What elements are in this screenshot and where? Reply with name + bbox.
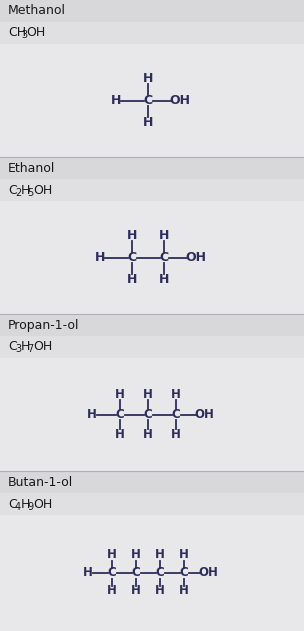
Text: 4: 4 (15, 502, 21, 512)
Bar (0, 471, 304, 631)
Text: H: H (107, 584, 117, 598)
Text: H: H (159, 273, 169, 286)
Text: H: H (179, 548, 189, 562)
Text: H: H (131, 584, 141, 598)
Bar (0, 22, 304, 44)
Text: H: H (143, 116, 153, 129)
Text: 7: 7 (27, 345, 34, 355)
Text: H: H (171, 388, 181, 401)
Text: C: C (8, 497, 17, 510)
Text: OH: OH (170, 94, 191, 107)
Text: C: C (159, 251, 168, 264)
Text: H: H (171, 428, 181, 441)
Bar (0, 336, 304, 358)
Text: OH: OH (194, 408, 214, 421)
Text: C: C (127, 251, 136, 264)
Text: 5: 5 (27, 187, 34, 198)
Text: H: H (143, 72, 153, 85)
Text: OH: OH (33, 497, 52, 510)
Text: H: H (159, 229, 169, 242)
Text: OH: OH (33, 341, 52, 353)
Text: H: H (155, 584, 165, 598)
Text: C: C (116, 408, 124, 421)
Bar (0, 493, 304, 515)
Bar (0, 157, 304, 179)
Text: H: H (115, 388, 125, 401)
Text: OH: OH (33, 184, 52, 196)
Text: C: C (143, 408, 152, 421)
Bar (0, 314, 304, 471)
Bar (0, 314, 304, 336)
Text: C: C (108, 567, 116, 579)
Text: C: C (180, 567, 188, 579)
Text: H: H (127, 229, 137, 242)
Text: Ethanol: Ethanol (8, 162, 55, 175)
Text: 3: 3 (15, 345, 21, 355)
Bar (0, 0, 304, 157)
Text: C: C (143, 94, 153, 107)
Text: Butan-1-ol: Butan-1-ol (8, 476, 73, 488)
Text: H: H (179, 584, 189, 598)
Text: C: C (8, 184, 17, 196)
Text: Methanol: Methanol (8, 4, 66, 18)
Text: 3: 3 (21, 30, 27, 40)
Bar (0, 157, 304, 314)
Text: CH: CH (8, 27, 26, 40)
Text: H: H (83, 567, 93, 579)
Text: C: C (156, 567, 164, 579)
Bar (0, 0, 304, 22)
Text: 9: 9 (27, 502, 34, 512)
Text: OH: OH (185, 251, 206, 264)
Text: H: H (143, 388, 153, 401)
Text: C: C (172, 408, 180, 421)
Text: H: H (20, 184, 30, 196)
Text: H: H (20, 497, 30, 510)
Text: H: H (111, 94, 121, 107)
Text: OH: OH (26, 27, 46, 40)
Text: H: H (115, 428, 125, 441)
Text: H: H (127, 273, 137, 286)
Text: H: H (20, 341, 30, 353)
Text: Propan-1-ol: Propan-1-ol (8, 319, 80, 331)
Text: C: C (132, 567, 140, 579)
Text: H: H (155, 548, 165, 562)
Text: H: H (107, 548, 117, 562)
Bar (0, 179, 304, 201)
Text: 2: 2 (15, 187, 21, 198)
Bar (0, 471, 304, 493)
Text: H: H (87, 408, 97, 421)
Text: C: C (8, 341, 17, 353)
Text: H: H (131, 548, 141, 562)
Text: OH: OH (198, 567, 218, 579)
Text: H: H (143, 428, 153, 441)
Text: H: H (95, 251, 105, 264)
